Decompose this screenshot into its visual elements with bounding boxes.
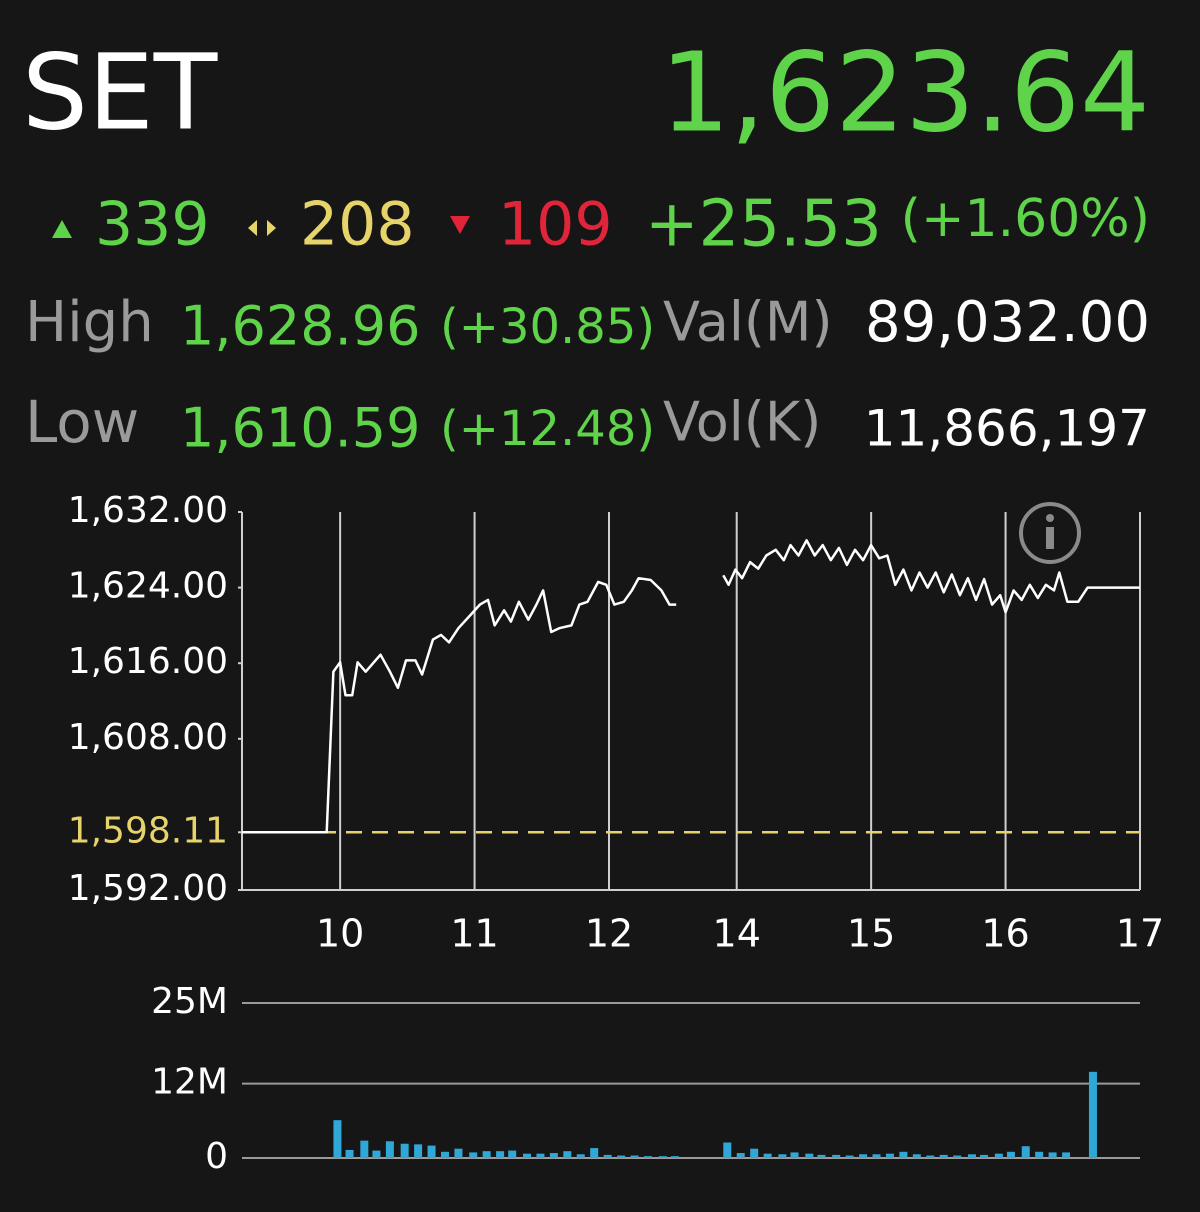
volume-bar xyxy=(522,1153,531,1158)
volume-bar xyxy=(899,1151,908,1158)
volume-bar xyxy=(1062,1152,1071,1158)
volume-bar xyxy=(414,1144,423,1158)
volume-bar xyxy=(345,1149,354,1158)
low-label: Low xyxy=(25,388,139,456)
info-circle xyxy=(1019,502,1081,564)
volume-label: Vol(K) xyxy=(663,391,821,454)
low-value: 1,610.59 xyxy=(180,397,420,460)
volume-bar xyxy=(1006,1151,1015,1158)
volume-bar xyxy=(723,1142,732,1158)
x-tick-label: 10 xyxy=(316,912,364,956)
volume-bar xyxy=(1088,1071,1097,1158)
volume-bar xyxy=(859,1154,868,1158)
volume-bar xyxy=(454,1148,463,1158)
volume-bar xyxy=(385,1141,394,1158)
x-tick-label: 12 xyxy=(585,912,633,956)
volume-bar xyxy=(360,1140,369,1158)
y-tick-label: 0 xyxy=(205,1136,228,1177)
volume-bar xyxy=(1035,1151,1044,1158)
volume-bar xyxy=(926,1155,935,1158)
volume-bar xyxy=(400,1143,409,1158)
volume-bar xyxy=(670,1156,679,1158)
up-icon xyxy=(52,220,72,238)
x-tick-label: 11 xyxy=(450,912,498,956)
volume-bar xyxy=(912,1154,921,1158)
volume-bar xyxy=(508,1150,517,1158)
x-tick-label: 16 xyxy=(981,912,1029,956)
volume-bar xyxy=(790,1152,799,1158)
x-tick-label: 14 xyxy=(713,912,761,956)
volume-bar xyxy=(658,1156,667,1158)
volume-bar xyxy=(885,1153,894,1158)
volume-bar xyxy=(939,1154,948,1158)
y-tick-label: 1,624.00 xyxy=(68,566,228,607)
last-price: 1,623.64 xyxy=(660,28,1150,156)
volume-bar xyxy=(778,1154,787,1158)
y-tick-label: 1,608.00 xyxy=(68,717,228,758)
high-label: High xyxy=(25,290,154,355)
volume-bar xyxy=(630,1155,639,1158)
volume-bar xyxy=(617,1155,626,1158)
info-dot xyxy=(1046,514,1054,522)
volume-bar xyxy=(953,1155,962,1158)
volume-bar xyxy=(845,1155,854,1158)
volume-bar xyxy=(832,1154,841,1158)
volume: 11,866,197 xyxy=(864,400,1150,458)
volume-bar xyxy=(563,1151,572,1158)
advances: 339 xyxy=(95,190,210,260)
volume-bar xyxy=(643,1156,652,1158)
volume-bar xyxy=(496,1151,505,1158)
y-tick-label: 1,616.00 xyxy=(68,641,228,682)
volume-bar xyxy=(549,1153,558,1158)
index-name: SET xyxy=(22,31,218,153)
y-tick-label: 1,632.00 xyxy=(68,490,228,531)
volume-bar xyxy=(1048,1152,1057,1158)
x-tick-label: 17 xyxy=(1116,912,1164,956)
volume-bar xyxy=(872,1154,881,1158)
change: +25.53 xyxy=(645,188,882,262)
unchanged-icon xyxy=(248,220,276,236)
high-change: (+30.85) xyxy=(440,299,655,355)
value-label: Val(M) xyxy=(663,291,833,354)
y-tick-label: 25M xyxy=(151,981,228,1022)
volume-bar xyxy=(333,1120,342,1158)
declines: 109 xyxy=(498,190,613,260)
volume-bar xyxy=(817,1154,826,1158)
info-stem xyxy=(1046,527,1054,549)
volume-bar xyxy=(736,1153,745,1158)
volume-bar xyxy=(372,1150,381,1158)
low-change: (+12.48) xyxy=(440,401,655,457)
volume-bar xyxy=(1021,1146,1030,1158)
volume-bar xyxy=(427,1145,436,1158)
down-icon xyxy=(450,216,470,234)
y-tick-label: 12M xyxy=(151,1062,228,1103)
y-tick-label: 1,592.00 xyxy=(68,868,228,909)
volume-bar xyxy=(763,1153,772,1158)
unchanged: 208 xyxy=(300,190,415,260)
volume-bar xyxy=(469,1152,478,1158)
volume-bar xyxy=(603,1154,612,1158)
volume-bar xyxy=(536,1153,545,1158)
volume-bar xyxy=(805,1153,814,1158)
volume-bar xyxy=(590,1148,599,1158)
x-tick-label: 15 xyxy=(847,912,895,956)
volume-bar xyxy=(980,1154,989,1158)
volume-bar xyxy=(994,1153,1003,1158)
change-pct: (+1.60%) xyxy=(901,189,1150,249)
value: 89,032.00 xyxy=(865,290,1150,355)
volume-bar xyxy=(440,1151,449,1158)
volume-bar xyxy=(576,1154,585,1158)
volume-bar xyxy=(967,1154,976,1158)
price-line xyxy=(242,539,1140,834)
volume-bar xyxy=(482,1151,491,1158)
high-value: 1,628.96 xyxy=(180,295,420,358)
volume-bar xyxy=(750,1148,759,1158)
info-icon[interactable] xyxy=(1019,502,1081,564)
y-tick-label: 1,598.11 xyxy=(68,810,228,851)
